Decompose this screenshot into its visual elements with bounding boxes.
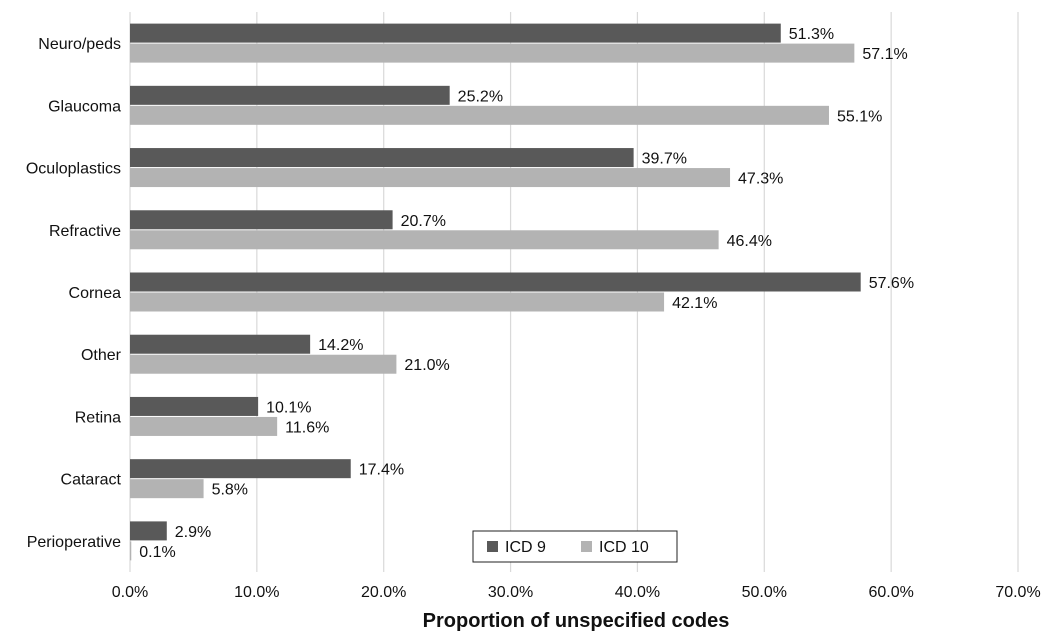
data-label: 2.9% (175, 524, 211, 541)
data-label: 46.4% (727, 233, 772, 250)
bar-icd10 (130, 479, 204, 499)
category-labels: Neuro/peds Glaucoma Oculoplastics Refractiv… (26, 36, 122, 551)
data-label: 42.1% (672, 295, 717, 312)
data-label: 0.1% (139, 544, 175, 561)
x-tick-label: 70.0% (995, 584, 1040, 601)
category-label: Refractive (49, 223, 121, 240)
data-label: 25.2% (458, 88, 503, 105)
category-label: Other (81, 347, 122, 364)
gridlines (129, 12, 1019, 572)
bar-icd9 (130, 85, 450, 105)
data-label: 57.6% (869, 275, 914, 292)
data-label: 10.1% (266, 399, 311, 416)
data-label: 20.7% (401, 213, 446, 230)
data-label: 11.6% (285, 419, 329, 436)
x-tick-labels: 0.0% 10.0% 20.0% 30.0% 40.0% 50.0% 60.0% 70.0% (112, 584, 1041, 601)
bar-icd10 (130, 105, 829, 125)
x-tick-label: 20.0% (361, 584, 406, 601)
bar-icd9 (130, 334, 311, 354)
bar-icd9 (130, 272, 861, 292)
legend-swatch-icd10 (581, 541, 592, 552)
bar-icd10 (130, 354, 397, 374)
data-labels: 51.3% 57.1% 25.2% 55.1% 39.7% 47.3% 20.7% 46.4%… (139, 26, 914, 561)
bar-icd9 (130, 148, 634, 168)
data-label: 51.3% (789, 26, 834, 43)
bars (130, 23, 861, 561)
data-label: 57.1% (862, 46, 907, 63)
x-tick-label: 40.0% (615, 584, 660, 601)
bar-icd9 (130, 459, 351, 479)
category-label: Cataract (61, 472, 122, 489)
x-tick-label: 10.0% (234, 584, 279, 601)
x-tick-label: 50.0% (742, 584, 787, 601)
legend-swatch-icd9 (487, 541, 498, 552)
bar-icd10 (130, 43, 855, 63)
legend-box (472, 530, 678, 563)
data-label: 14.2% (318, 337, 363, 354)
x-tick-label: 60.0% (868, 584, 913, 601)
data-label: 17.4% (359, 462, 404, 479)
x-tick-label: 0.0% (112, 584, 148, 601)
category-label: Neuro/peds (38, 36, 121, 53)
data-label: 39.7% (642, 151, 687, 168)
legend: ICD 9 ICD 10 (472, 530, 678, 563)
category-label: Cornea (69, 285, 122, 302)
category-label: Glaucoma (48, 98, 121, 115)
category-label: Perioperative (27, 534, 121, 551)
data-label: 21.0% (404, 357, 449, 374)
bar-icd10 (130, 541, 132, 561)
data-label: 47.3% (738, 171, 783, 188)
legend-label-icd10: ICD 10 (599, 539, 649, 556)
data-label: 5.8% (212, 482, 248, 499)
data-label: 55.1% (837, 108, 882, 125)
bar-icd10 (130, 230, 719, 250)
x-tick-label: 30.0% (488, 584, 533, 601)
bar-icd9 (130, 210, 393, 230)
bar-icd9 (130, 23, 781, 43)
bar-icd10 (130, 168, 731, 188)
x-axis-title: Proportion of unspecified codes (423, 610, 730, 632)
bar-icd9 (130, 396, 259, 416)
category-label: Oculoplastics (26, 161, 121, 178)
bar-icd10 (130, 292, 665, 312)
legend-label-icd9: ICD 9 (505, 539, 546, 556)
bar-icd9 (130, 521, 167, 541)
category-label: Retina (75, 409, 121, 426)
bar-icd10 (130, 416, 278, 436)
